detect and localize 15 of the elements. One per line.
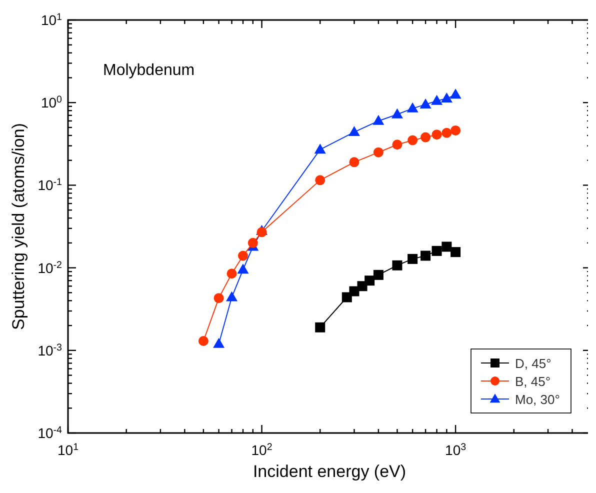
y-axis-title: Sputtering yield (atoms/ion) xyxy=(9,123,28,330)
y-tick-label: 10$^{0}$ xyxy=(40,94,63,111)
y-tick-label: 10$^{1}$ xyxy=(40,12,62,28)
y-tick-label: 10$^{-3}$ xyxy=(38,342,63,358)
x-tick-label: 10$^{2}$ xyxy=(251,442,272,458)
y-tick-label: 10$^{-1}$ xyxy=(38,176,62,194)
x-tick-label: 10$^{1}$ xyxy=(57,442,79,458)
legend-label: D, 45° xyxy=(515,356,552,371)
x-axis-title: Incident energy (eV) xyxy=(252,462,406,481)
y-tick-label: 10$^{-4}$ xyxy=(38,424,63,441)
annotation: Molybdenum xyxy=(103,62,195,79)
x-tick-label: 10$^{3}$ xyxy=(445,442,467,458)
legend-label: Mo, 30° xyxy=(515,392,560,407)
y-tick-label: 10$^{-2}$ xyxy=(38,259,62,276)
legend-label: B, 45° xyxy=(515,374,551,389)
